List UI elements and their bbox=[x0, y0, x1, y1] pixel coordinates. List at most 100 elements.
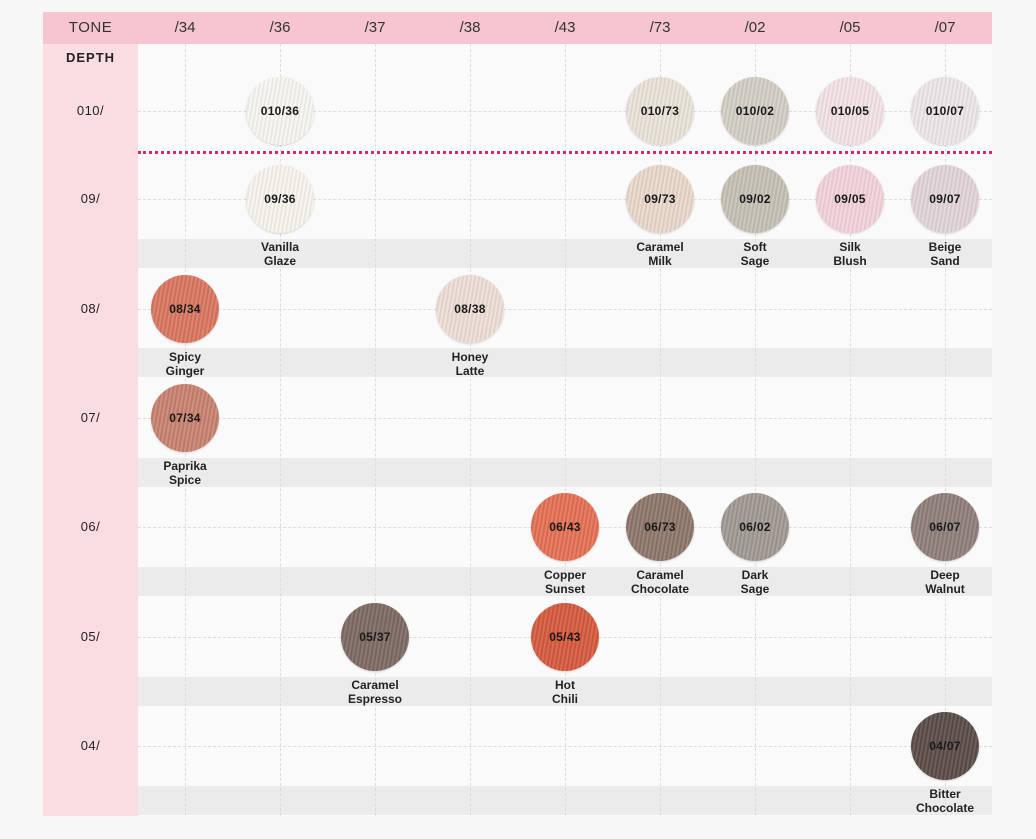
grid-hline bbox=[138, 418, 992, 419]
shade-name: Deep Walnut bbox=[898, 568, 992, 596]
tone-title: TONE bbox=[68, 19, 113, 36]
shade-code: 09/02 bbox=[739, 192, 771, 206]
shade-name: Hot Chili bbox=[518, 678, 612, 706]
shade-name-line: Hot bbox=[555, 678, 575, 692]
shade-swatch: 06/07 bbox=[911, 493, 979, 561]
shade-code: 010/36 bbox=[260, 104, 300, 118]
tone-label: /38 bbox=[459, 19, 481, 36]
shade-name-line: Copper bbox=[544, 568, 586, 582]
shade-swatch: 010/73 bbox=[626, 77, 694, 145]
shade-swatch: 010/07 bbox=[911, 77, 979, 145]
shade-code: 09/36 bbox=[264, 192, 296, 206]
shade-name: Beige Sand bbox=[898, 240, 992, 268]
shade-code: 04/07 bbox=[929, 739, 961, 753]
tone-label: /43 bbox=[554, 19, 576, 36]
shade-name-line: Caramel bbox=[636, 240, 684, 254]
shade-name-line: Soft bbox=[743, 240, 767, 254]
grid-hline bbox=[138, 746, 992, 747]
depth-column bbox=[43, 44, 138, 816]
shade-code: 09/73 bbox=[644, 192, 676, 206]
shade-name-line: Blush bbox=[833, 254, 867, 268]
shade-name-line: Honey bbox=[451, 350, 489, 364]
shade-code: 010/02 bbox=[735, 104, 775, 118]
shade-code: 010/07 bbox=[925, 104, 965, 118]
shade-name-line: Milk bbox=[648, 254, 672, 268]
shade-swatch: 06/73 bbox=[626, 493, 694, 561]
grid-vline bbox=[565, 44, 566, 816]
grid-vline bbox=[280, 44, 281, 816]
shade-name-line: Ginger bbox=[165, 364, 205, 378]
shade-name-line: Espresso bbox=[347, 692, 403, 706]
shade-swatch: 09/05 bbox=[816, 165, 884, 233]
shade-name: Dark Sage bbox=[708, 568, 802, 596]
shade-code: 05/43 bbox=[549, 630, 581, 644]
tone-label: /05 bbox=[839, 19, 861, 36]
grid-vline bbox=[850, 44, 851, 816]
shade-swatch: 010/05 bbox=[816, 77, 884, 145]
tone-label: /36 bbox=[269, 19, 291, 36]
shade-name-line: Sand bbox=[930, 254, 960, 268]
shade-name-line: Chocolate bbox=[630, 582, 689, 596]
grid-vline bbox=[755, 44, 756, 816]
shade-name-line: Glaze bbox=[263, 254, 296, 268]
shade-code: 07/34 bbox=[169, 411, 201, 425]
tone-label: /73 bbox=[649, 19, 671, 36]
shade-code: 010/05 bbox=[830, 104, 870, 118]
shade-swatch: 06/43 bbox=[531, 493, 599, 561]
shade-name: Bitter Chocolate bbox=[898, 787, 992, 815]
shade-name: Copper Sunset bbox=[518, 568, 612, 596]
depth-title: DEPTH bbox=[65, 50, 116, 65]
shade-code: 05/37 bbox=[359, 630, 391, 644]
depth-label: 04/ bbox=[80, 738, 101, 753]
shade-swatch: 06/02 bbox=[721, 493, 789, 561]
shade-name-line: Walnut bbox=[925, 582, 965, 596]
shade-code: 09/07 bbox=[929, 192, 961, 206]
shade-name-line: Chocolate bbox=[915, 801, 974, 815]
shade-swatch: 09/07 bbox=[911, 165, 979, 233]
shade-name-line: Caramel bbox=[636, 568, 684, 582]
shade-name-line: Sage bbox=[740, 582, 770, 596]
shade-swatch: 08/34 bbox=[151, 275, 219, 343]
shade-name-line: Spice bbox=[168, 473, 201, 487]
shade-code: 010/73 bbox=[640, 104, 680, 118]
shade-name: Paprika Spice bbox=[138, 459, 232, 487]
shade-name: Vanilla Glaze bbox=[233, 240, 327, 268]
shade-name: Honey Latte bbox=[423, 350, 517, 378]
depth-label: 09/ bbox=[80, 191, 101, 206]
shade-swatch: 010/36 bbox=[246, 77, 314, 145]
shade-name-line: Paprika bbox=[163, 459, 207, 473]
depth-separator-line bbox=[138, 151, 992, 154]
shade-name: Caramel Espresso bbox=[328, 678, 422, 706]
grid-vline bbox=[945, 44, 946, 816]
depth-label: 08/ bbox=[80, 301, 101, 316]
shade-swatch: 04/07 bbox=[911, 712, 979, 780]
depth-label: 010/ bbox=[76, 103, 105, 118]
shade-name-line: Dark bbox=[741, 568, 769, 582]
shade-name-line: Deep bbox=[930, 568, 960, 582]
tone-label: /34 bbox=[174, 19, 196, 36]
shade-code: 08/38 bbox=[454, 302, 486, 316]
shade-code: 06/43 bbox=[549, 520, 581, 534]
grid-hline bbox=[138, 111, 992, 112]
shade-name-line: Vanilla bbox=[260, 240, 300, 254]
shade-name: Silk Blush bbox=[803, 240, 897, 268]
shade-name: Soft Sage bbox=[708, 240, 802, 268]
shade-code: 06/07 bbox=[929, 520, 961, 534]
shade-code: 06/02 bbox=[739, 520, 771, 534]
shade-name-line: Latte bbox=[455, 364, 485, 378]
shade-code: 08/34 bbox=[169, 302, 201, 316]
grid-vline bbox=[375, 44, 376, 816]
shade-swatch: 09/02 bbox=[721, 165, 789, 233]
tone-header-bar bbox=[43, 12, 992, 44]
depth-label: 07/ bbox=[80, 410, 101, 425]
shade-swatch: 08/38 bbox=[436, 275, 504, 343]
grid-vline bbox=[660, 44, 661, 816]
shade-code: 09/05 bbox=[834, 192, 866, 206]
shade-name-line: Spicy bbox=[168, 350, 201, 364]
shade-name-line: Caramel bbox=[351, 678, 399, 692]
shade-name-line: Chili bbox=[552, 692, 578, 706]
shade-name-line: Beige bbox=[928, 240, 962, 254]
grid-hline bbox=[138, 309, 992, 310]
grid-vline bbox=[470, 44, 471, 816]
